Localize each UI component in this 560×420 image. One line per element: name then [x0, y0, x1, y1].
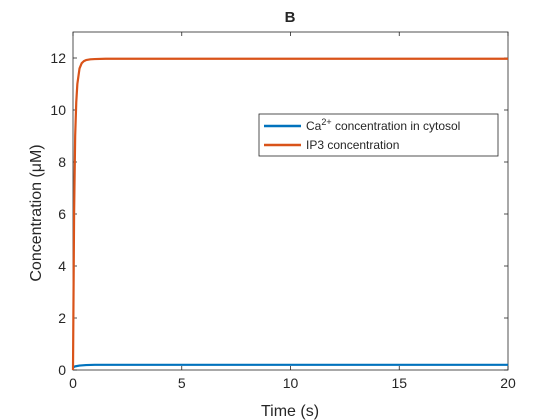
series-line-2 — [71, 57, 508, 371]
data-lines — [71, 57, 508, 371]
y-tick-label: 6 — [58, 206, 66, 222]
x-axis-label: Time (s) — [261, 403, 319, 420]
y-tick-label: 4 — [58, 258, 66, 274]
legend-label: Ca2+ concentration in cytosol — [306, 117, 460, 133]
y-tick-label: 8 — [58, 154, 66, 170]
y-tick-label: 0 — [58, 362, 66, 378]
legend: Ca2+ concentration in cytosol IP3 concent… — [258, 113, 499, 157]
x-tick-label: 5 — [178, 375, 186, 391]
x-tick-label: 10 — [283, 375, 299, 391]
axes — [72, 31, 509, 371]
x-tick-label: 15 — [391, 375, 407, 391]
x-tick-label: 20 — [500, 375, 516, 391]
y-axis-label: Concentration (μM) — [28, 144, 45, 281]
y-tick-label: 12 — [50, 50, 66, 66]
y-tick-label: 2 — [58, 310, 66, 326]
x-tick-label: 0 — [69, 375, 77, 391]
y-tick-label: 10 — [50, 102, 66, 118]
legend-label: IP3 concentration — [306, 138, 399, 152]
tick-labels: 0 5 10 15 20 0 2 4 6 8 10 12 — [50, 50, 516, 391]
series-line-1 — [72, 363, 508, 369]
legend-box — [258, 113, 499, 157]
chart-title: B — [285, 9, 296, 26]
plot-area-box — [72, 31, 509, 371]
